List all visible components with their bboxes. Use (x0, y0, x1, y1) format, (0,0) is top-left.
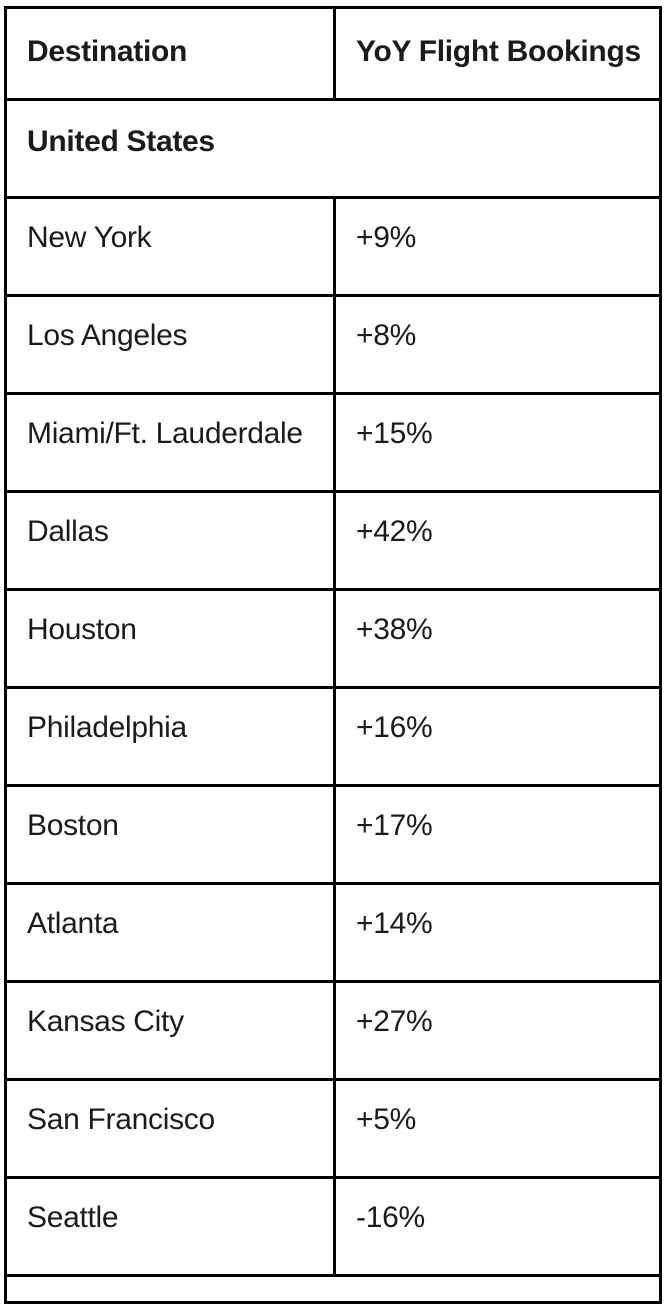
yoy-cell: +17% (356, 809, 433, 842)
table-row: Seattle -16% (7, 1179, 659, 1277)
yoy-cell: +5% (356, 1103, 416, 1136)
yoy-cell: +42% (356, 515, 433, 548)
table-row: New York +9% (7, 199, 659, 297)
table-row: Boston +17% (7, 787, 659, 885)
table-row: Kansas City +27% (7, 983, 659, 1081)
destination-cell: Houston (7, 591, 336, 686)
table-row: Los Angeles +8% (7, 297, 659, 395)
destination-cell: Miami/Ft. Lauderdale (7, 395, 336, 490)
column-header-destination: Destination (7, 9, 336, 98)
yoy-cell: +9% (356, 221, 416, 254)
table-row: Houston +38% (7, 591, 659, 689)
destination-cell: Los Angeles (7, 297, 336, 392)
table-row: Atlanta +14% (7, 885, 659, 983)
yoy-cell: +16% (356, 711, 433, 744)
table-row: Philadelphia +16% (7, 689, 659, 787)
destination-cell: San Francisco (7, 1081, 336, 1176)
table-header-row: Destination YoY Flight Bookings (7, 9, 659, 101)
destination-cell: New York (7, 199, 336, 294)
destination-cell: Boston (7, 787, 336, 882)
yoy-cell: +8% (356, 319, 416, 352)
flight-bookings-table: Destination YoY Flight Bookings United S… (4, 6, 662, 1304)
yoy-cell: +15% (356, 417, 433, 450)
destination-cell: Dallas (7, 493, 336, 588)
section-header-row-united-states: United States (7, 101, 659, 199)
yoy-cell: -16% (356, 1201, 425, 1234)
table-row: Dallas +42% (7, 493, 659, 591)
destination-cell: Philadelphia (7, 689, 336, 784)
yoy-cell: +27% (356, 1005, 433, 1038)
next-section-row-cutoff (7, 1277, 659, 1301)
destination-cell: Kansas City (7, 983, 336, 1078)
destination-cell: Seattle (7, 1179, 336, 1274)
section-header-label: United States (27, 125, 215, 158)
yoy-cell: +38% (356, 613, 433, 646)
table-row: Miami/Ft. Lauderdale +15% (7, 395, 659, 493)
table-row: San Francisco +5% (7, 1081, 659, 1179)
yoy-cell: +14% (356, 907, 433, 940)
destination-cell: Atlanta (7, 885, 336, 980)
column-header-yoy-flight-bookings: YoY Flight Bookings (356, 35, 641, 68)
